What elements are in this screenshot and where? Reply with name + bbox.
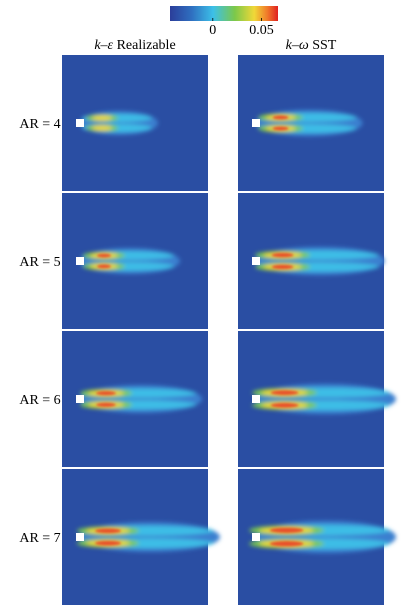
model-name: SST — [312, 38, 337, 53]
model-symbol: k–ε — [94, 38, 113, 53]
wake-contour — [255, 109, 363, 137]
colorbar — [170, 6, 278, 21]
wake-contour — [80, 385, 202, 413]
wake-contour — [80, 248, 180, 274]
wake-peak — [97, 264, 111, 269]
column-title: k–ω SST — [286, 38, 337, 53]
model-name: Realizable — [117, 38, 176, 53]
wake-contour — [255, 246, 385, 276]
wake-peak — [269, 527, 304, 533]
body — [252, 119, 260, 127]
colorbar-tick-label: 0.05 — [249, 23, 274, 38]
row-label: AR = 7 — [19, 531, 60, 546]
wake-peak — [272, 126, 289, 131]
wake-peak — [269, 541, 304, 547]
row-label: AR = 4 — [19, 117, 60, 132]
row-label: AR = 6 — [19, 393, 60, 408]
wake-core — [95, 528, 121, 546]
wake-contour — [80, 111, 158, 135]
body — [252, 533, 260, 541]
model-symbol: k–ω — [286, 38, 309, 53]
body — [252, 395, 260, 403]
wake-peak — [271, 264, 294, 270]
wake-peak — [97, 253, 111, 258]
row-label: AR = 5 — [19, 255, 60, 270]
body — [76, 257, 84, 265]
colorbar-tick-label: 0 — [209, 23, 216, 38]
wake-core — [97, 253, 111, 269]
wake-peak — [95, 540, 121, 546]
body — [76, 395, 84, 403]
wake-peak — [96, 391, 116, 396]
wake-core — [96, 391, 116, 407]
wake-core — [270, 390, 299, 408]
wake-core — [271, 252, 294, 270]
wake-peak — [271, 252, 294, 258]
wake-peak — [272, 115, 289, 120]
column-title: k–ε Realizable — [94, 38, 175, 53]
wake-peak — [270, 402, 299, 408]
body — [76, 119, 84, 127]
body — [76, 533, 84, 541]
wake-core — [272, 115, 289, 131]
wake-lobe — [92, 125, 112, 131]
wake-core — [269, 527, 304, 547]
wake-lobe — [92, 115, 112, 121]
wake-peak — [270, 390, 299, 396]
wake-peak — [95, 528, 121, 534]
wake-peak — [96, 402, 116, 407]
body — [252, 257, 260, 265]
